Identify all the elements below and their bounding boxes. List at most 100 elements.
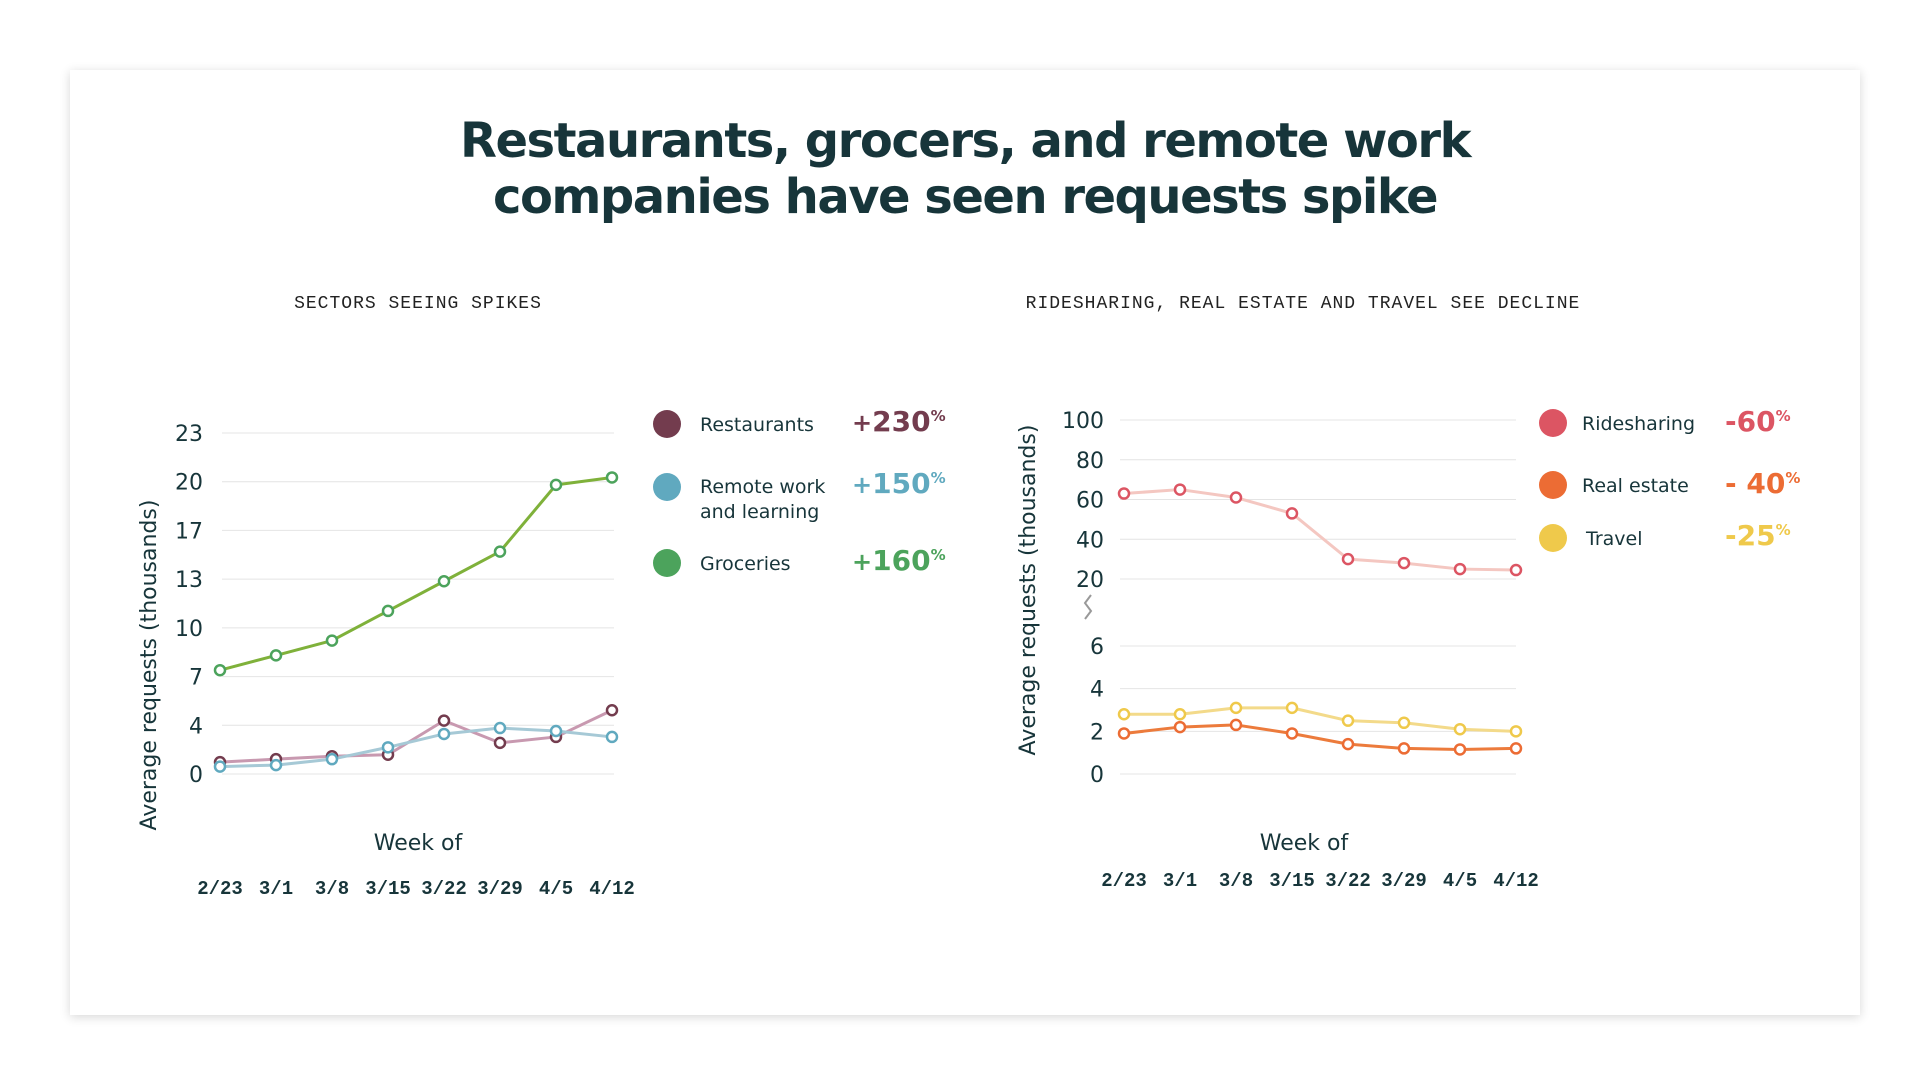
right-point-travel — [1341, 714, 1355, 727]
legend-change-travel: -25% — [1725, 519, 1791, 552]
right-point-real-estate — [1453, 743, 1467, 756]
left-point-remote-work — [213, 760, 227, 773]
legend-item-travel: Travel -25% — [1539, 519, 1791, 552]
right-series — [1117, 483, 1523, 756]
right-point-real-estate — [1341, 737, 1355, 751]
left-series — [213, 471, 619, 773]
legend-label-restaurants: Restaurants — [700, 414, 814, 436]
left-chart: SECTORS SEEING SPIKES 23 20 17 13 10 7 4 0 Aver… — [137, 294, 946, 900]
page-title: Restaurants, grocers, and remote work co… — [70, 113, 1860, 225]
left-chart-title: SECTORS SEEING SPIKES — [294, 294, 542, 314]
left-point-restaurants — [605, 703, 619, 717]
legend-item-real-estate: Real estate - 40% — [1539, 467, 1800, 500]
left-series-line-groceries — [219, 475, 613, 672]
left-y-tick-label: 0 — [189, 763, 203, 788]
left-point-groceries — [437, 575, 451, 588]
left-y-tick-label: 13 — [175, 568, 203, 593]
right-point-travel — [1173, 708, 1187, 721]
right-point-ridesharing — [1173, 483, 1187, 496]
right-series-line-ridesharing — [1123, 488, 1517, 572]
legend-label-ridesharing: Ridesharing — [1582, 413, 1695, 435]
right-point-real-estate — [1509, 742, 1523, 755]
right-x-tick-label: 3/22 — [1325, 870, 1371, 892]
right-point-travel — [1453, 722, 1467, 736]
left-x-tick-label: 2/23 — [197, 878, 243, 900]
legend-change-restaurants: +230% — [852, 405, 946, 438]
legend-change-ridesharing: -60% — [1725, 405, 1791, 438]
right-point-real-estate — [1285, 727, 1299, 740]
left-y-tick-label: 17 — [175, 519, 203, 544]
left-point-groceries — [269, 649, 283, 662]
legend-item-ridesharing: Ridesharing -60% — [1539, 405, 1791, 438]
left-point-groceries — [549, 478, 563, 492]
right-point-ridesharing — [1117, 487, 1131, 500]
right-point-real-estate — [1229, 718, 1243, 732]
left-series-line-restaurants — [219, 708, 613, 764]
left-point-groceries — [381, 604, 395, 618]
title-line-1: Restaurants, grocers, and remote work — [460, 113, 1471, 169]
left-y-axis-label: Average requests (thousands) — [137, 500, 162, 831]
right-point-ridesharing — [1285, 507, 1299, 520]
left-point-restaurants — [437, 714, 451, 727]
right-y-tick-label: 40 — [1076, 528, 1104, 553]
left-x-tick-label: 4/5 — [539, 878, 573, 900]
legend-dot-ridesharing — [1539, 409, 1567, 437]
axis-break-icon — [1083, 594, 1093, 620]
right-y-axis-label: Average requests (thousands) — [1016, 425, 1041, 756]
left-y-tick-label: 23 — [175, 422, 203, 447]
right-point-ridesharing — [1509, 563, 1523, 577]
left-point-remote-work — [381, 741, 395, 754]
left-point-remote-work — [549, 724, 563, 738]
left-point-restaurants — [493, 736, 507, 750]
left-point-remote-work — [493, 721, 507, 735]
left-x-tick-label: 3/22 — [421, 878, 467, 900]
legend-dot-restaurants — [653, 410, 681, 438]
left-x-axis-label: Week of — [374, 831, 464, 856]
title-line-2: companies have seen requests spike — [492, 169, 1439, 225]
right-point-real-estate — [1117, 727, 1131, 740]
legend-dot-travel — [1539, 524, 1567, 552]
legend-change-groceries: +160% — [852, 544, 946, 577]
left-point-groceries — [605, 471, 619, 484]
left-x-tick-label: 3/15 — [365, 878, 411, 900]
right-point-ridesharing — [1341, 552, 1355, 566]
right-y-tick-label: 60 — [1076, 489, 1104, 514]
right-y-tick-label: 20 — [1076, 568, 1104, 593]
right-point-travel — [1229, 701, 1243, 715]
right-legend: Ridesharing -60% Real estate - 40% Trave… — [1539, 405, 1800, 552]
left-y-tick-label: 7 — [189, 666, 203, 691]
left-x-tick-label: 3/29 — [477, 878, 523, 900]
right-point-ridesharing — [1229, 491, 1243, 504]
left-y-ticks: 23 20 17 13 10 7 4 0 — [175, 422, 203, 788]
left-x-tick-label: 3/8 — [315, 878, 349, 900]
right-grid — [1120, 419, 1516, 775]
legend-label-travel: Travel — [1585, 528, 1642, 550]
right-x-tick-label: 4/12 — [1493, 870, 1539, 892]
legend-dot-real-estate — [1539, 471, 1567, 499]
left-y-tick-label: 10 — [175, 617, 203, 642]
right-point-ridesharing — [1397, 556, 1411, 570]
left-point-remote-work — [269, 758, 283, 772]
legend-item-restaurants: Restaurants +230% — [653, 405, 946, 438]
right-y-tick-label: 6 — [1090, 635, 1104, 660]
right-y-tick-label: 4 — [1090, 678, 1104, 703]
right-x-tick-label: 2/23 — [1101, 870, 1147, 892]
right-x-ticks: 2/23 3/1 3/8 3/15 3/22 3/29 4/5 4/12 — [1101, 870, 1539, 892]
left-series-line-remote-work — [219, 726, 613, 769]
legend-label-remote-work: Remote work and learning — [700, 476, 831, 523]
left-grid — [222, 432, 614, 775]
left-x-tick-label: 4/12 — [589, 878, 635, 900]
right-point-travel — [1509, 725, 1523, 738]
legend-item-groceries: Groceries +160% — [653, 544, 946, 577]
right-point-ridesharing — [1453, 562, 1467, 576]
right-point-real-estate — [1173, 720, 1187, 734]
legend-dot-groceries — [653, 549, 681, 577]
right-x-tick-label: 3/29 — [1381, 870, 1427, 892]
left-x-ticks: 2/23 3/1 3/8 3/15 3/22 3/29 4/5 4/12 — [197, 878, 635, 900]
left-point-remote-work — [605, 730, 619, 744]
left-point-groceries — [493, 545, 507, 558]
legend-item-remote-work: Remote work and learning +150% — [653, 467, 946, 523]
right-x-tick-label: 3/15 — [1269, 870, 1315, 892]
